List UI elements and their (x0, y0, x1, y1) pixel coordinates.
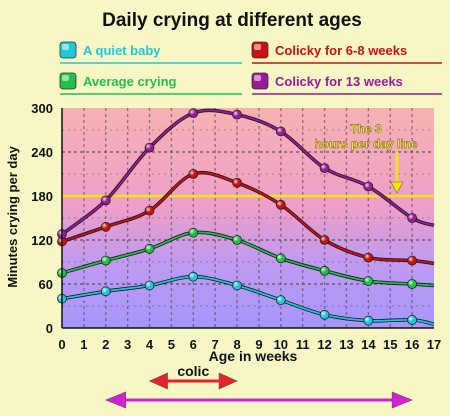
data-point-shine (320, 235, 330, 245)
legend-label: Colicky for 13 weeks (275, 74, 403, 89)
annotation-arrow: colic (148, 363, 238, 390)
legend-swatch-shine (62, 44, 69, 50)
data-point-shine (276, 200, 286, 210)
annotation-head-right (218, 372, 238, 390)
data-point-shine (276, 295, 286, 305)
legend-swatch-shine (62, 75, 69, 81)
data-point-shine (188, 272, 198, 282)
data-point-shine (101, 286, 111, 296)
y-tick-label: 0 (46, 321, 53, 336)
x-tick-label: 17 (427, 337, 441, 352)
data-point-shine (101, 222, 111, 232)
annotations: colic (104, 363, 413, 409)
legend-swatch-shine (254, 75, 261, 81)
data-point-shine (188, 169, 198, 179)
y-tick-label: 300 (31, 101, 53, 116)
data-point-shine (363, 181, 373, 191)
legend-item: Colicky for 13 weeks (251, 72, 442, 95)
data-point-shine (188, 228, 198, 238)
data-point-shine (407, 279, 417, 289)
annotation-arrow (104, 391, 413, 409)
annotation-head-left (148, 372, 168, 390)
grid (62, 108, 434, 328)
data-point-shine (320, 163, 330, 173)
x-tick-label: 4 (146, 337, 154, 352)
x-tick-label: 16 (405, 337, 419, 352)
data-point-shine (145, 280, 155, 290)
x-tick-label: 8 (233, 337, 240, 352)
data-point-shine (363, 316, 373, 326)
legend-label: A quiet baby (83, 43, 161, 58)
y-tick-label: 120 (31, 233, 53, 248)
series-lines (57, 108, 435, 327)
x-tick-label: 0 (58, 337, 65, 352)
x-tick-label: 3 (124, 337, 131, 352)
x-tick-label: 7 (212, 337, 219, 352)
data-point-shine (407, 315, 417, 325)
data-point-shine (363, 253, 373, 263)
data-point-shine (276, 126, 286, 136)
data-point-shine (232, 280, 242, 290)
x-tick-label: 5 (168, 337, 175, 352)
axes: 0 1 2 3 4 5 6 7 8 9 10 11 12 13 14 15 16 1706012018024030… (31, 101, 441, 352)
data-point-shine (320, 266, 330, 276)
data-point-shine (407, 213, 417, 223)
legend-label: Average crying (83, 74, 177, 89)
data-point-shine (145, 244, 155, 254)
data-point-shine (232, 235, 242, 245)
data-point-shine (101, 256, 111, 266)
x-tick-label: 6 (190, 337, 197, 352)
data-point-shine (232, 110, 242, 120)
data-point-shine (232, 178, 242, 188)
data-point-shine (407, 256, 417, 266)
x-tick-label: 15 (383, 337, 397, 352)
reference-arrow-head (390, 181, 404, 194)
x-tick-label: 9 (255, 337, 262, 352)
data-point-shine (320, 310, 330, 320)
y-tick-label: 240 (31, 145, 53, 160)
annotation-label: colic (177, 363, 209, 379)
series-line (61, 109, 435, 235)
data-point-shine (363, 276, 373, 286)
y-tick-label: 60 (39, 277, 53, 292)
x-axis-label: Age in weeks (209, 348, 298, 364)
y-axis-label: Minutes crying per day (5, 145, 20, 287)
data-point-shine (101, 195, 111, 205)
data-point-shine (188, 108, 198, 118)
reference-line-label: The 3 (350, 122, 382, 136)
x-tick-label: 14 (361, 337, 376, 352)
x-tick-label: 2 (102, 337, 109, 352)
series-line (61, 275, 435, 326)
legend: A quiet baby Average crying Colicky for 6-… (59, 41, 442, 95)
data-point-shine (145, 143, 155, 153)
x-tick-label: 10 (274, 337, 288, 352)
x-tick-label: 12 (317, 337, 331, 352)
x-tick-label: 13 (339, 337, 353, 352)
legend-item: A quiet baby (59, 41, 242, 64)
chart-title: Daily crying at different ages (102, 10, 362, 31)
data-point-shine (276, 253, 286, 263)
legend-item: Colicky for 6-8 weeks (251, 41, 442, 64)
series-line (61, 231, 435, 287)
plot-background (62, 108, 434, 328)
legend-swatch-shine (254, 44, 261, 50)
annotation-head-right (391, 391, 413, 409)
x-tick-label: 1 (80, 337, 87, 352)
reference-line-label: hours per day line (314, 137, 418, 151)
legend-item: Average crying (59, 72, 242, 95)
annotation-head-left (104, 391, 127, 409)
x-tick-label: 11 (296, 337, 310, 352)
data-point-shine (145, 206, 155, 216)
series-line (61, 171, 435, 265)
legend-label: Colicky for 6-8 weeks (275, 43, 407, 58)
y-tick-label: 180 (31, 189, 53, 204)
